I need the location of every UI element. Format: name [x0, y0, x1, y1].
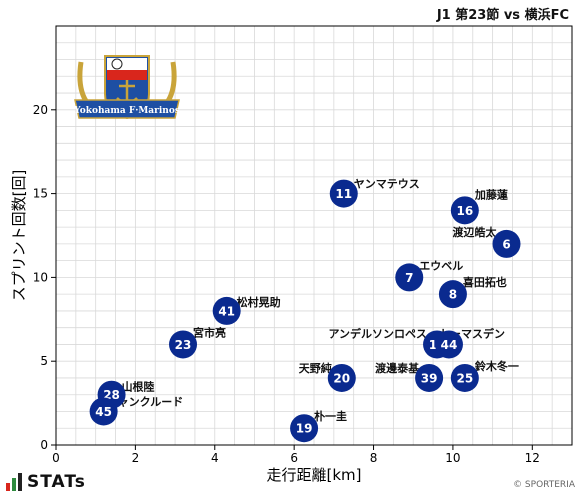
- data-points: 111667841231044203925284519: [89, 179, 521, 443]
- stats-logo-text: STATs: [27, 472, 86, 492]
- point-marker: [434, 330, 463, 359]
- point-number: 7: [405, 271, 413, 285]
- data-point-19: 19: [290, 414, 319, 443]
- point-number: 11: [335, 187, 352, 201]
- x-tick-label: 2: [132, 451, 140, 465]
- crest-stripe-red: [107, 70, 147, 80]
- data-point-25: 25: [450, 363, 479, 392]
- data-point-20: 20: [327, 363, 356, 392]
- point-number: 39: [421, 371, 438, 385]
- point-label-6: 渡辺皓太: [453, 225, 498, 239]
- footer-credit: © SPORTERIA: [513, 480, 575, 490]
- point-number: 25: [456, 371, 473, 385]
- crest-banner: [74, 99, 180, 119]
- point-label-25: 鈴木冬一: [475, 359, 519, 373]
- point-marker: [89, 397, 118, 426]
- point-label-20: 天野純: [299, 361, 332, 375]
- point-marker: [438, 280, 467, 309]
- y-tick-label: 10: [33, 270, 48, 284]
- point-marker: [450, 196, 479, 225]
- crest-ball: [111, 58, 123, 70]
- x-tick-label: 10: [445, 451, 460, 465]
- data-point-45: 45: [89, 397, 118, 426]
- point-marker: [395, 263, 424, 292]
- point-label-7: エウベル: [419, 259, 463, 272]
- point-number: 23: [175, 338, 192, 352]
- point-label-28: 山根陸: [122, 380, 155, 394]
- plot-frame: [55, 25, 573, 446]
- point-marker: [492, 229, 521, 258]
- data-point-23: 23: [169, 330, 198, 359]
- axis-ticks: 0 2 4 6 8 10 12 0 5 10 15 20: [33, 103, 540, 465]
- point-marker: [169, 330, 198, 359]
- point-label-23: 宮市亮: [193, 325, 226, 339]
- crest-banner-text: Yokohama F·Marinos: [73, 106, 180, 116]
- point-number: 6: [502, 237, 510, 251]
- point-label-19: 朴一圭: [314, 409, 347, 423]
- y-tick-label: 0: [40, 438, 48, 452]
- club-crest-logo: Yokohama F·Marinos: [73, 55, 180, 120]
- stats-bars-icon: [6, 473, 22, 491]
- point-label-39: 渡邊泰基: [375, 361, 420, 375]
- grid: [55, 25, 573, 446]
- data-point-8: 8: [438, 280, 467, 309]
- point-marker: [450, 363, 479, 392]
- data-point-11: 11: [329, 179, 358, 208]
- x-tick-label: 4: [211, 451, 219, 465]
- point-marker: [290, 414, 319, 443]
- chart-title: J1 第23節 vs 横浜FC: [436, 8, 569, 23]
- point-label-10: アンデルソンロペス: [328, 326, 427, 340]
- point-label-41: 松村晃助: [237, 295, 281, 309]
- x-tick-label: 6: [290, 451, 298, 465]
- data-point-6: 6: [492, 229, 521, 258]
- point-number: 41: [218, 304, 235, 318]
- y-tick-label: 5: [40, 354, 48, 368]
- point-number: 16: [456, 204, 473, 218]
- point-label-16: 加藤蓮: [474, 187, 508, 201]
- data-point-7: 7: [395, 263, 424, 292]
- point-label-8: 喜田拓也: [463, 275, 507, 289]
- point-number: 19: [296, 422, 313, 436]
- y-tick-label: 15: [33, 187, 48, 201]
- point-number: 44: [441, 338, 458, 352]
- x-tick-label: 8: [370, 451, 378, 465]
- point-label-45: ャンクルード: [118, 395, 184, 408]
- point-marker: [415, 363, 444, 392]
- data-point-44: 44: [434, 330, 463, 359]
- data-point-41: 41: [212, 296, 241, 325]
- point-marker: [327, 363, 356, 392]
- x-tick-label: 12: [525, 451, 540, 465]
- y-tick-label: 20: [33, 103, 48, 117]
- data-point-39: 39: [415, 363, 444, 392]
- point-marker: [212, 296, 241, 325]
- point-number: 20: [333, 371, 350, 385]
- point-marker: [329, 179, 358, 208]
- data-point-16: 16: [450, 196, 479, 225]
- stats-logo: STATs: [6, 472, 86, 492]
- x-tick-label: 0: [52, 451, 60, 465]
- point-number: 45: [95, 405, 112, 419]
- point-label-11: ヤンマテウス: [354, 178, 420, 191]
- y-axis-label: スプリント回数[回]: [10, 170, 28, 302]
- x-axis-label: 走行距離[km]: [266, 466, 361, 484]
- point-number: 8: [449, 288, 457, 302]
